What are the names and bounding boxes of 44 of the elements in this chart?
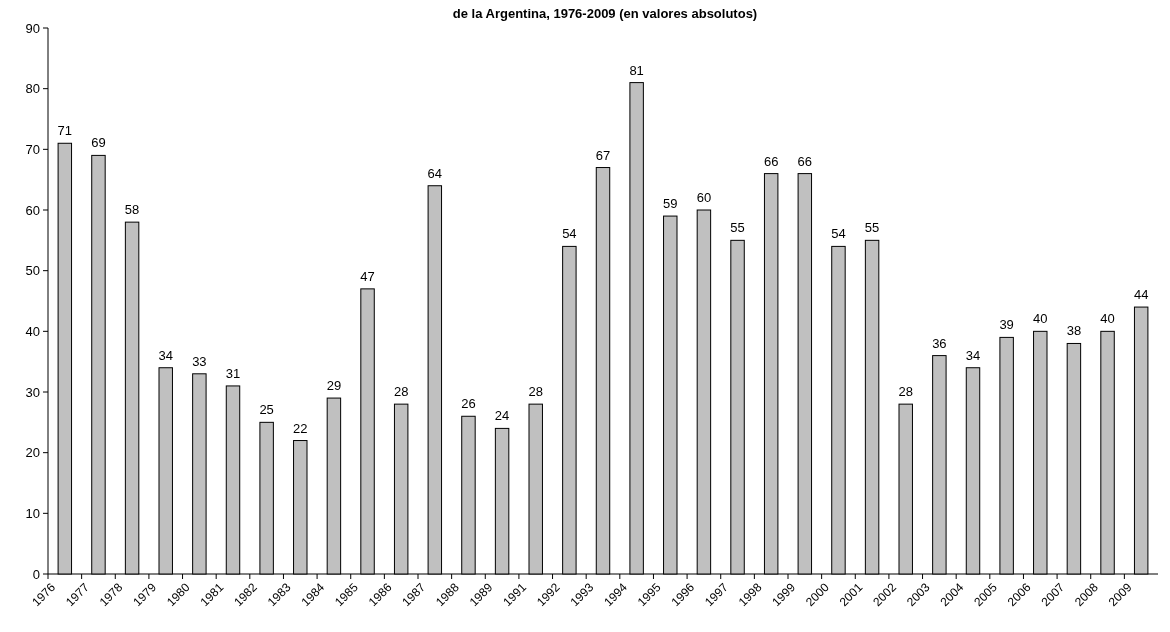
y-tick-label: 10 [25, 505, 40, 521]
data-label: 33 [192, 353, 207, 369]
y-tick-label: 50 [25, 263, 40, 279]
y-tick-label: 80 [25, 81, 40, 97]
data-label: 28 [393, 384, 409, 400]
data-label: 54 [831, 226, 846, 242]
y-tick-label: 40 [25, 323, 40, 339]
data-label: 64 [427, 165, 443, 181]
data-label: 26 [461, 396, 476, 412]
data-label: 31 [225, 365, 241, 381]
y-tick-label: 20 [25, 445, 40, 461]
y-tick-label: 70 [25, 141, 40, 157]
data-label: 28 [528, 384, 543, 400]
y-tick-label: 60 [25, 202, 40, 218]
data-label: 34 [158, 347, 173, 363]
data-label: 40 [1100, 311, 1115, 327]
y-tick-label: 90 [25, 20, 40, 36]
data-label: 55 [864, 220, 880, 236]
data-label: 36 [932, 335, 947, 351]
data-label: 81 [629, 62, 644, 78]
data-label: 22 [293, 420, 308, 436]
data-label: 54 [562, 226, 577, 242]
data-label: 66 [763, 153, 779, 169]
data-label: 69 [91, 135, 106, 151]
data-label: 24 [494, 408, 510, 424]
data-label: 71 [57, 123, 73, 139]
data-label: 58 [124, 202, 140, 218]
y-tick-label: 0 [32, 566, 40, 582]
data-label: 44 [1133, 287, 1149, 303]
data-label: 28 [898, 384, 913, 400]
data-label: 38 [1066, 323, 1082, 339]
data-label: 60 [696, 190, 712, 205]
data-label: 47 [360, 268, 375, 284]
data-label: 25 [259, 402, 274, 418]
data-label: 66 [797, 153, 813, 169]
y-tick-label: 30 [25, 384, 40, 400]
data-label: 55 [730, 220, 745, 236]
data-label: 39 [999, 317, 1014, 333]
data-label: 34 [965, 347, 981, 363]
data-label: 59 [663, 196, 678, 212]
chart-title: de la Argentina, 1976-2009 (en valores absolutos) [452, 6, 758, 21]
data-label: 67 [595, 147, 611, 163]
data-label: 40 [1033, 311, 1048, 327]
data-label: 29 [326, 378, 342, 394]
